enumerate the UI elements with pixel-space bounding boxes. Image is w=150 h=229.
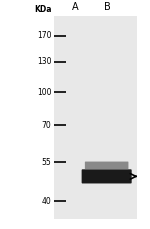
Text: 70: 70 [42,121,51,130]
Text: 130: 130 [37,57,51,66]
Text: B: B [104,2,111,12]
FancyBboxPatch shape [85,162,128,169]
FancyBboxPatch shape [82,169,132,183]
Text: 40: 40 [42,197,51,206]
Text: KDa: KDa [34,5,51,14]
Text: 100: 100 [37,88,51,97]
Text: 55: 55 [42,158,51,167]
Text: 170: 170 [37,31,51,40]
Text: A: A [72,2,78,12]
FancyBboxPatch shape [54,16,137,219]
